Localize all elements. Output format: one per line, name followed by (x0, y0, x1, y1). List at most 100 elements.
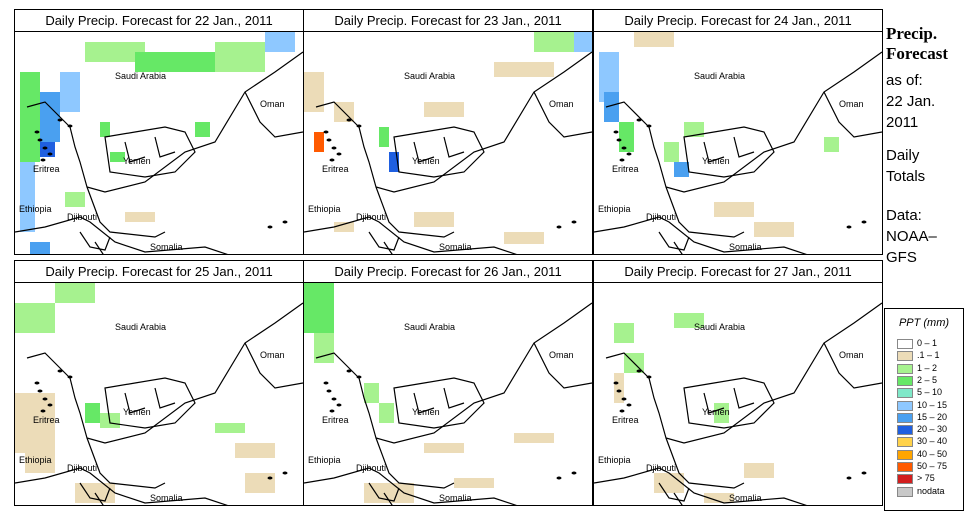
map-label-yemen: Yemen (123, 156, 151, 166)
precip-cell (389, 152, 399, 172)
legend-label: 5 – 10 (917, 387, 943, 398)
country-border (104, 377, 196, 429)
map-label-ethiopia: Ethiopia (308, 204, 341, 214)
map-label-saudi: Saudi Arabia (694, 71, 745, 81)
legend-swatch (897, 400, 913, 411)
precip-cell (574, 32, 592, 52)
precip-cell (674, 313, 704, 328)
precip-cell (40, 92, 60, 142)
legend-item: 0 – 1 (897, 338, 963, 350)
precip-cell (744, 463, 774, 478)
sidebar-title: Precip. Forecast (886, 24, 966, 64)
map-label-djibouti: Djibouti (646, 463, 676, 473)
island-mark (616, 389, 622, 393)
sidebar-title-line1: Precip. (886, 24, 938, 43)
island-mark (326, 138, 332, 142)
forecast-panel-6: Daily Precip. Forecast for 27 Jan., 2011… (593, 260, 883, 506)
country-border (594, 216, 807, 254)
legend-label: 0 – 1 (917, 338, 938, 348)
country-border (15, 467, 228, 505)
map-label-djibouti: Djibouti (67, 212, 97, 222)
precip-cell (20, 72, 40, 162)
map-label-djibouti: Djibouti (646, 212, 676, 222)
precip-cell (235, 443, 275, 458)
country-border (304, 467, 517, 505)
precip-cell (25, 443, 55, 473)
island-mark (47, 152, 53, 156)
precip-cell (110, 152, 125, 162)
island-mark (267, 225, 273, 229)
precip-cell (664, 142, 679, 162)
precip-cell (604, 92, 619, 122)
legend-label: nodata (917, 485, 945, 496)
island-mark (326, 389, 332, 393)
map-canvas: Saudi Arabia Oman Yemen Eritrea Ethiopia Djib… (304, 32, 592, 254)
island-mark (329, 158, 335, 162)
map-canvas: Saudi Arabia Oman Yemen Eritrea Ethiopia Djib… (304, 283, 592, 505)
island-mark (571, 220, 577, 224)
map-label-ethiopia: Ethiopia (598, 455, 631, 465)
data-line2: NOAA– (886, 228, 937, 245)
country-border (124, 136, 176, 163)
island-mark (331, 146, 337, 150)
precip-cell (40, 142, 55, 157)
island-mark (323, 130, 329, 134)
map-label-somalia: Somalia (729, 242, 762, 252)
map-label-yemen: Yemen (123, 407, 151, 417)
asof-line1: as of: (886, 72, 923, 89)
country-border (375, 186, 455, 238)
map-label-oman: Oman (260, 99, 285, 109)
panel-title: Daily Precip. Forecast for 22 Jan., 2011 (15, 10, 303, 32)
map-label-somalia: Somalia (439, 493, 472, 503)
island-mark (346, 118, 352, 122)
precip-cell (195, 122, 210, 137)
legend-swatch (897, 437, 913, 448)
precip-cell (379, 403, 394, 423)
legend-label: 40 – 50 (917, 448, 948, 459)
island-mark (646, 124, 652, 128)
map-canvas: Saudi Arabia Oman Yemen Eritrea Ethiopia Djib… (15, 283, 303, 505)
legend-item: 15 – 20 (897, 411, 963, 424)
country-border (683, 126, 775, 178)
island-mark (556, 476, 562, 480)
legend-label: 2 – 5 (917, 374, 938, 385)
map-label-yemen: Yemen (412, 407, 440, 417)
data-line1: Data: (886, 207, 922, 224)
precip-cell (599, 52, 619, 102)
legend-swatch (897, 462, 913, 472)
precip-cell (714, 202, 754, 217)
country-border (665, 186, 745, 238)
country-border (658, 231, 690, 251)
legend-label: 15 – 20 (917, 411, 948, 422)
panel-title: Daily Precip. Forecast for 24 Jan., 2011 (594, 10, 882, 32)
precip-cell (824, 137, 839, 152)
precip-cell (614, 323, 634, 343)
country-border (104, 126, 196, 178)
island-mark (323, 381, 329, 385)
island-mark (57, 118, 63, 122)
country-border (533, 91, 592, 138)
country-border (383, 492, 393, 505)
island-mark (331, 397, 337, 401)
legend-item: 50 – 75 (897, 461, 963, 473)
map-canvas: Saudi Arabia Oman Yemen Eritrea Ethiopia Djib… (15, 32, 303, 254)
map-label-ethiopia: Ethiopia (19, 455, 52, 465)
map-label-eritrea: Eritrea (612, 415, 639, 425)
legend-swatch (897, 486, 913, 497)
country-border (703, 387, 755, 414)
island-mark (356, 375, 362, 379)
island-mark (613, 130, 619, 134)
legend-label: > 75 (917, 473, 935, 484)
legend-item: 2 – 5 (897, 374, 963, 387)
legend-swatch (897, 375, 913, 386)
precip-cell (15, 303, 55, 333)
precip-cell (304, 72, 324, 112)
map-label-oman: Oman (839, 350, 864, 360)
sidebar-title-line2: Forecast (886, 44, 948, 63)
map-label-somalia: Somalia (439, 242, 472, 252)
precip-cell (674, 162, 689, 177)
sidebar-daily: Daily Totals (886, 145, 966, 187)
island-mark (616, 138, 622, 142)
country-border (393, 377, 485, 429)
island-mark (42, 397, 48, 401)
